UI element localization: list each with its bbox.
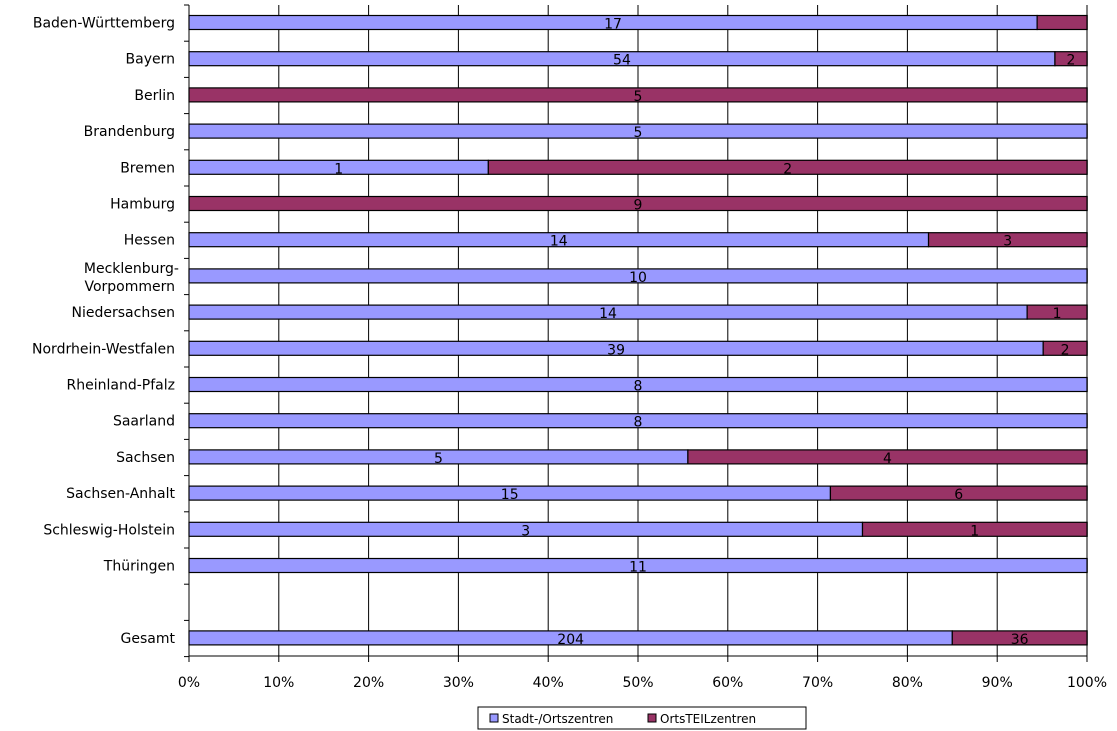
category-label: Gesamt	[121, 631, 176, 647]
category-label: Vorpommern	[84, 279, 175, 295]
category-label: Sachsen-Anhalt	[66, 486, 175, 502]
data-label: 14	[599, 306, 617, 322]
category-label: Hessen	[124, 233, 175, 249]
bar-segment	[1042, 340, 1088, 356]
data-label: 2	[1067, 53, 1076, 69]
data-label: 54	[613, 53, 631, 69]
data-label: 39	[607, 342, 625, 358]
category-label: Mecklenburg-	[84, 261, 179, 277]
legend-swatch	[489, 713, 499, 723]
data-label: 11	[629, 560, 647, 576]
bar-segment	[1054, 51, 1088, 67]
data-label: 2	[783, 161, 792, 177]
bar-segment	[829, 485, 1088, 501]
x-tick-label: 40%	[533, 675, 564, 691]
bar-segment	[188, 123, 1088, 139]
bar-segment	[1026, 304, 1088, 320]
data-label: 2	[1061, 342, 1070, 358]
bar-segment	[188, 376, 1088, 393]
x-tick-label: 100%	[1067, 675, 1107, 691]
category-label: Rheinland-Pfalz	[67, 378, 175, 394]
data-label: 3	[521, 523, 530, 539]
data-label: 8	[634, 415, 643, 431]
category-label: Bremen	[120, 160, 175, 176]
legend-label: Stadt-/Ortszentren	[502, 712, 613, 726]
category-label: Nordrhein-Westfalen	[32, 341, 175, 357]
data-label: 204	[557, 632, 584, 648]
bar-segment	[188, 268, 1088, 284]
data-label: 4	[883, 451, 892, 467]
legend-swatch	[647, 713, 657, 723]
bar-segment	[188, 87, 1088, 103]
category-label: Niedersachsen	[72, 305, 175, 321]
bar-segment	[487, 159, 1088, 175]
category-label: Berlin	[134, 88, 175, 104]
category-label: Brandenburg	[84, 124, 175, 140]
data-label: 14	[550, 234, 568, 250]
category-label: Schleswig-Holstein	[43, 522, 175, 538]
data-label: 17	[604, 17, 622, 33]
bar-segment	[188, 557, 1088, 574]
category-label: Bayern	[126, 52, 175, 68]
data-label: 5	[434, 451, 443, 467]
x-tick-label: 90%	[982, 675, 1013, 691]
data-label: 3	[1003, 234, 1012, 250]
category-label: Sachsen	[116, 450, 175, 466]
bar-segment	[188, 413, 1088, 429]
data-label: 36	[1011, 632, 1029, 648]
data-label: 5	[634, 89, 643, 105]
x-tick-label: 20%	[353, 675, 384, 691]
x-tick-label: 80%	[892, 675, 923, 691]
legend-label: OrtsTEILzentren	[660, 712, 756, 726]
bar-segment	[951, 630, 1088, 646]
x-tick-label: 50%	[622, 675, 653, 691]
bar-segment	[1036, 14, 1088, 31]
data-label: 6	[954, 487, 963, 503]
data-label: 15	[501, 487, 519, 503]
data-label: 8	[634, 379, 643, 395]
data-label: 1	[1053, 306, 1062, 322]
data-label: 10	[629, 270, 647, 286]
category-label: Saarland	[113, 414, 175, 430]
x-tick-label: 10%	[263, 675, 294, 691]
category-label: Baden-Württemberg	[33, 16, 175, 32]
data-label: 1	[970, 523, 979, 539]
x-tick-label: 0%	[178, 675, 200, 691]
category-label: Thüringen	[103, 559, 175, 575]
data-label: 1	[334, 161, 343, 177]
bar-segment	[687, 449, 1088, 465]
x-tick-label: 70%	[802, 675, 833, 691]
category-label: Hamburg	[110, 197, 175, 213]
bar-segment	[927, 232, 1088, 248]
legend-box	[477, 706, 807, 730]
data-label: 5	[634, 125, 643, 141]
x-tick-label: 60%	[712, 675, 743, 691]
data-label: 9	[634, 198, 643, 214]
x-tick-label: 30%	[443, 675, 474, 691]
bar-segment	[861, 521, 1088, 537]
bar-segment	[188, 195, 1088, 212]
